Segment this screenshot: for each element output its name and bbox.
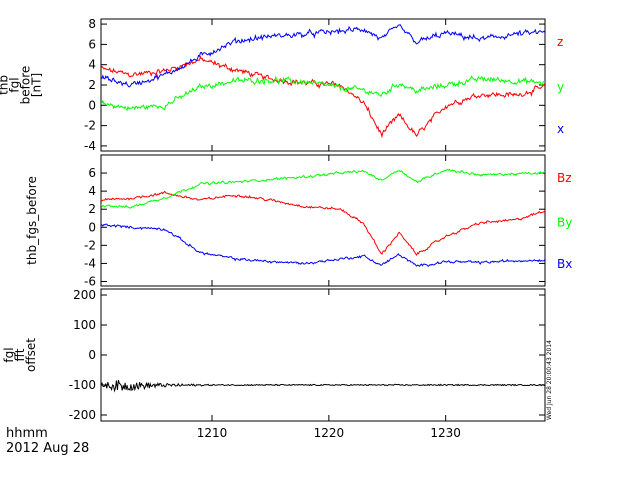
y-axis-label-line: fgl [2,347,16,362]
panel-frame [100,18,546,152]
panels: -4-202468thbfglbefore[nT]zyx-6-4-20246th… [0,17,572,440]
y-tick-label: 4 [88,184,96,198]
y-tick-label: 0 [88,220,96,234]
panel-frame [100,288,546,422]
series-line-x [100,24,546,88]
y-tick-label: 0 [88,98,96,112]
panel-frame [100,154,546,287]
x-tick-label: 1210 [197,426,228,440]
y-tick-label: -100 [69,378,96,392]
panel-thb_fgs_before: -6 -4 -2 0 2 4 6 thb_fgs_before Bz By Bx [25,154,572,288]
y-axis-label-line: [nT] [30,73,44,97]
legend-label-By: By [557,216,572,230]
y-tick-label: 6 [88,166,96,180]
series-line-z [100,55,546,139]
y-axis-label-line: fgl [8,77,22,92]
y-axis-label-line: thb [0,75,11,95]
y-axis-label-line: fft [13,348,27,361]
legend-label-x: x [557,122,564,136]
legend-label-Bz: Bz [557,171,572,185]
y-tick-label: -2 [84,119,96,133]
series-line-y [100,75,545,112]
legend-label-Bx: Bx [557,257,572,271]
series-line-offset [100,379,546,393]
y-tick-label: 2 [88,78,96,92]
y-tick-label: -6 [84,274,96,288]
x-tick-label: 1220 [314,426,345,440]
series-line-Bx [100,223,546,268]
y-tick-label: -4 [84,139,96,153]
y-tick-label: -200 [69,408,96,422]
x-tick-label: 1230 [430,426,461,440]
series-line-Bz [100,190,546,256]
y-tick-label: 100 [73,318,96,332]
legend-label-z: z [557,35,563,49]
y-tick-label: -4 [84,256,96,270]
x-axis-date-label: 2012 Aug 28 [6,441,89,456]
series-line-By [100,168,546,209]
legend-label-y: y [557,80,564,94]
timestamp-label: Wed Jun 28 20:00:43 2014 [546,340,553,420]
y-axis-label-line: thb_fgs_before [25,176,39,265]
y-tick-label: 4 [88,58,96,72]
x-axis-unit-label: hhmm [6,426,48,441]
y-tick-label: 0 [88,348,96,362]
y-axis-label-line: before [19,66,33,105]
y-axis-label-line: offset [24,338,38,372]
y-tick-label: 6 [88,37,96,51]
y-tick-label: 2 [88,202,96,216]
y-tick-label: -2 [84,238,96,252]
y-tick-label: 200 [73,288,96,302]
y-tick-label: 8 [88,17,96,31]
